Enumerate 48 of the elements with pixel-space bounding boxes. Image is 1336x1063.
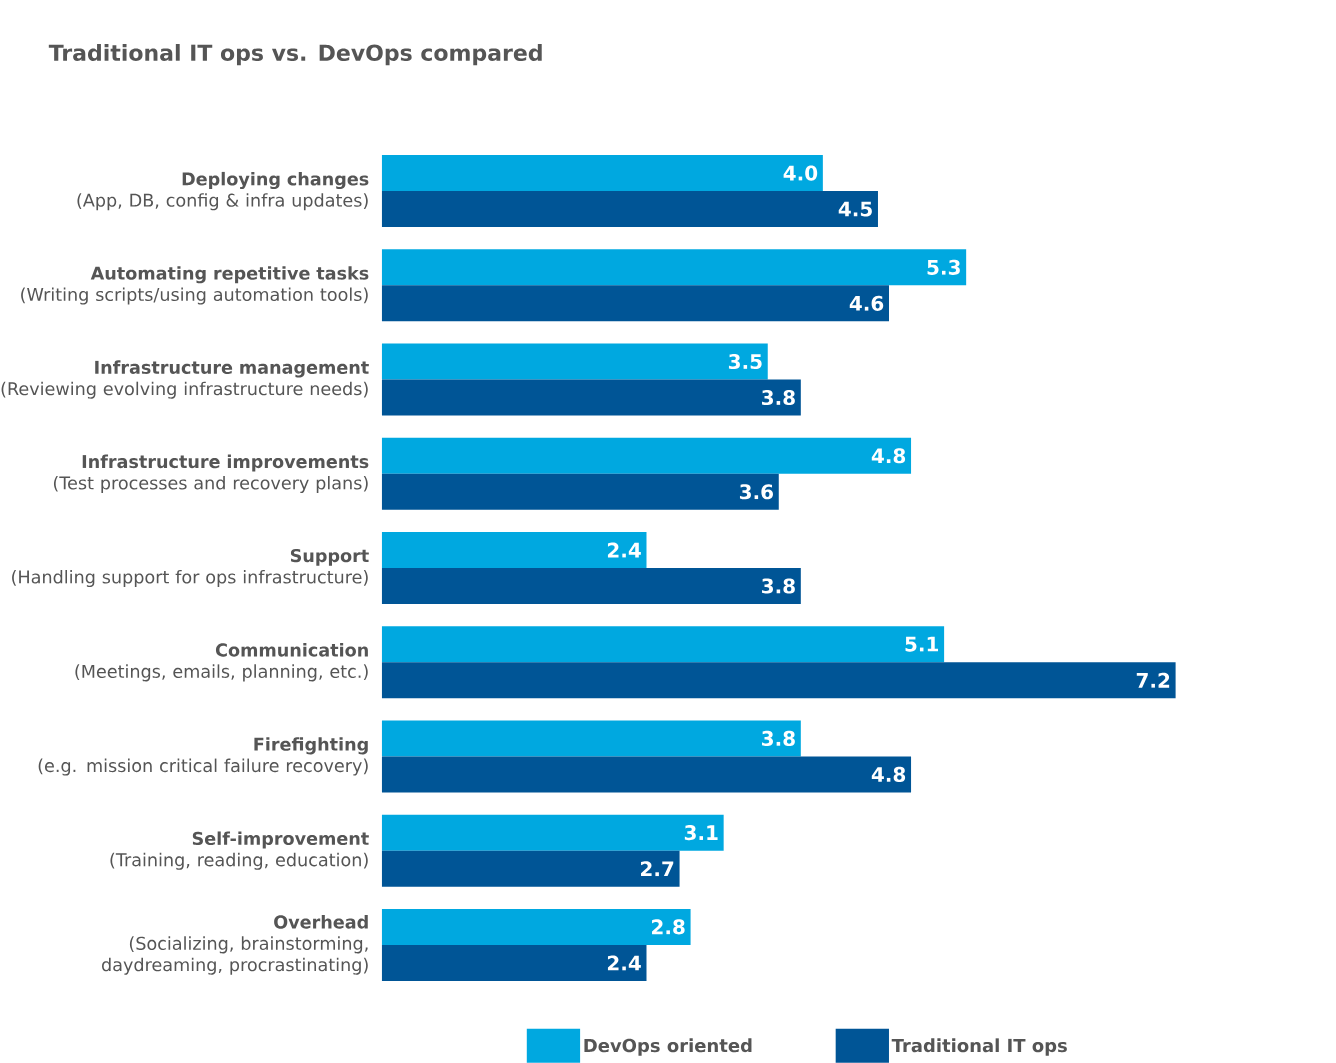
y-tick-label: Infrastructure improvements (Test processes and recovery plans) [53, 454, 369, 494]
bar [381, 850, 680, 887]
y-tick-label: Communication (Meetings, emails, planning, etc.) [75, 643, 368, 682]
bar [381, 909, 691, 946]
bar [381, 249, 967, 286]
bar [381, 437, 912, 474]
bar [381, 756, 912, 793]
bar [381, 532, 647, 569]
data-label: 5.3 [927, 259, 960, 276]
data-label: 3.8 [762, 390, 795, 406]
bar [381, 191, 878, 228]
data-label: 2.8 [652, 919, 685, 935]
data-label: 5.1 [905, 636, 939, 652]
chart-title: Traditional IT ops vs. DevOps compared [48, 44, 542, 66]
y-tick-label: Deploying changes (App, DB, config & infra updates) [77, 172, 369, 211]
bar [381, 343, 768, 380]
data-label: 4.5 [838, 201, 872, 217]
data-label: 2.4 [607, 542, 641, 558]
y-tick-label: Infrastructure management (Reviewing evolving infrastructure needs) [1, 360, 369, 399]
data-label: 3.6 [739, 484, 773, 500]
data-label: 3.8 [762, 731, 795, 747]
bar [381, 626, 945, 663]
bar [381, 720, 801, 757]
legend-label: DevOps oriented [584, 1038, 752, 1056]
bar [381, 285, 890, 322]
data-label: 4.8 [871, 767, 906, 783]
data-label: 2.4 [607, 955, 641, 971]
bar [381, 945, 647, 982]
y-tick-label: Self-improvement (Training, reading, education) [110, 831, 369, 871]
y-tick-label: Support (Handling support for ops infrastructure) [12, 549, 369, 588]
bar [381, 662, 1176, 699]
data-label: 3.1 [684, 825, 718, 841]
data-label: 4.6 [849, 295, 884, 312]
bar [381, 155, 823, 192]
data-label: 2.7 [641, 861, 674, 877]
bar [381, 814, 724, 851]
data-label: 4.0 [783, 165, 818, 181]
data-label: 4.8 [871, 448, 906, 464]
bar [381, 568, 801, 605]
legend-label: Traditional IT ops [891, 1038, 1067, 1056]
bar [381, 379, 801, 416]
bar [381, 473, 779, 510]
data-label: 3.5 [728, 354, 762, 370]
y-tick-label: Firefighting (e.g. mission critical failure recovery) [38, 737, 368, 776]
data-label: 3.8 [762, 578, 795, 594]
data-label: 7.2 [1136, 672, 1170, 688]
y-tick-label: Overhead (Socializing, brainstorming, daydreaming, procrastinating) [101, 915, 368, 975]
y-tick-label: Automating repetitive tasks (Writing scripts/using automation tools) [21, 266, 369, 305]
